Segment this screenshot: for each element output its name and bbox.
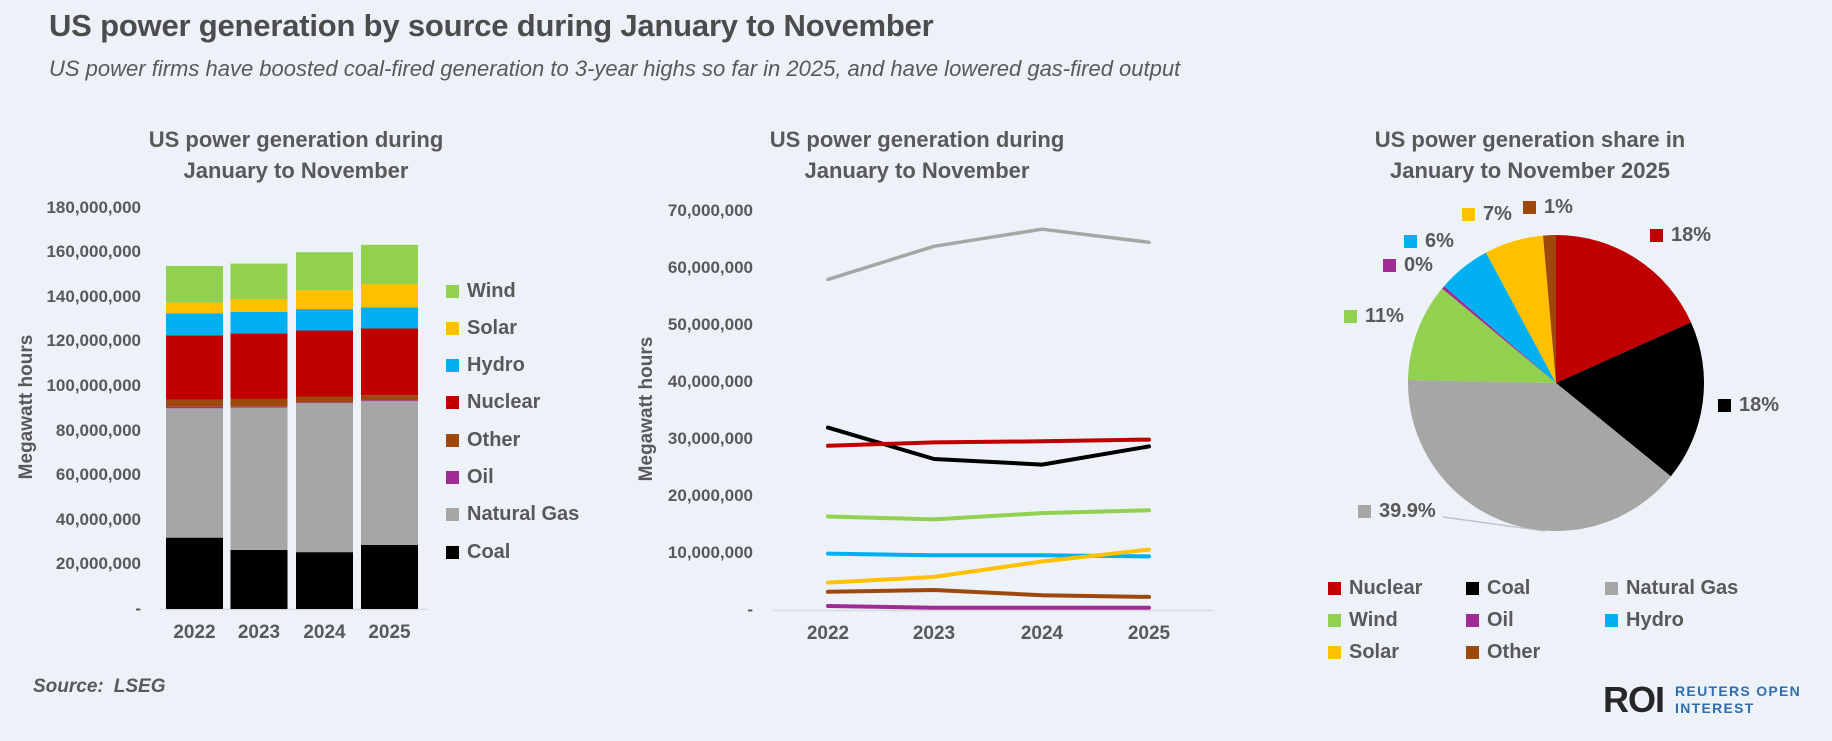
line-series-solar bbox=[826, 547, 1151, 585]
bar-segment-wind-2023 bbox=[230, 263, 288, 300]
pie-label-leader-line bbox=[1442, 516, 1546, 532]
pie-slice-solar bbox=[1485, 235, 1556, 383]
pie-slice-oil bbox=[1442, 286, 1556, 383]
bar-segment-hydro-2024 bbox=[296, 309, 353, 331]
bar-segment-other-2022 bbox=[166, 399, 223, 407]
bar-segment-solar-2024 bbox=[296, 290, 353, 310]
bar-segment-wind-2022 bbox=[166, 266, 223, 303]
line-series-oil bbox=[826, 604, 1151, 610]
bar-segment-natural-gas-2025 bbox=[361, 401, 418, 545]
bar-segment-natural-gas-2022 bbox=[166, 408, 223, 538]
bar-segment-oil-2025 bbox=[361, 400, 418, 402]
bar-segment-coal-2022 bbox=[166, 537, 223, 609]
bar-segment-oil-2023 bbox=[230, 406, 288, 408]
pie-slice-coal bbox=[1556, 322, 1705, 477]
bar-segment-other-2023 bbox=[230, 398, 288, 407]
bar-segment-coal-2025 bbox=[361, 544, 418, 609]
bar-segment-coal-2024 bbox=[296, 552, 353, 609]
bar-segment-solar-2022 bbox=[166, 302, 223, 314]
pie-slice-other bbox=[1543, 235, 1556, 383]
pie-slice-hydro bbox=[1444, 252, 1556, 383]
bar-segment-nuclear-2025 bbox=[361, 328, 418, 396]
bar-segment-hydro-2023 bbox=[230, 311, 288, 334]
bar-segment-solar-2025 bbox=[361, 283, 418, 308]
bar-segment-other-2024 bbox=[296, 396, 353, 403]
pie-slice-natural-gas bbox=[1407, 379, 1671, 532]
line-series-nuclear bbox=[826, 437, 1151, 448]
bar-segment-nuclear-2023 bbox=[230, 333, 288, 399]
bar-segment-nuclear-2024 bbox=[296, 330, 353, 397]
bar-segment-coal-2023 bbox=[230, 549, 288, 609]
pie-slice-wind bbox=[1408, 288, 1556, 383]
pie-slice-nuclear bbox=[1556, 234, 1692, 383]
line-series-natural-gas bbox=[826, 227, 1151, 282]
bar-segment-natural-gas-2024 bbox=[296, 403, 353, 553]
line-series-wind bbox=[826, 508, 1151, 522]
bar-segment-wind-2025 bbox=[361, 244, 418, 284]
bar-segment-natural-gas-2023 bbox=[230, 407, 288, 550]
bar-segment-oil-2022 bbox=[166, 406, 223, 409]
bar-segment-oil-2024 bbox=[296, 402, 353, 404]
bar-segment-solar-2023 bbox=[230, 299, 288, 312]
bar-segment-wind-2024 bbox=[296, 252, 353, 291]
bar-segment-nuclear-2022 bbox=[166, 335, 223, 400]
bar-segment-hydro-2025 bbox=[361, 307, 418, 329]
bar-segment-other-2025 bbox=[361, 395, 418, 401]
line-series-other bbox=[826, 588, 1151, 599]
bar-segment-hydro-2022 bbox=[166, 313, 223, 336]
